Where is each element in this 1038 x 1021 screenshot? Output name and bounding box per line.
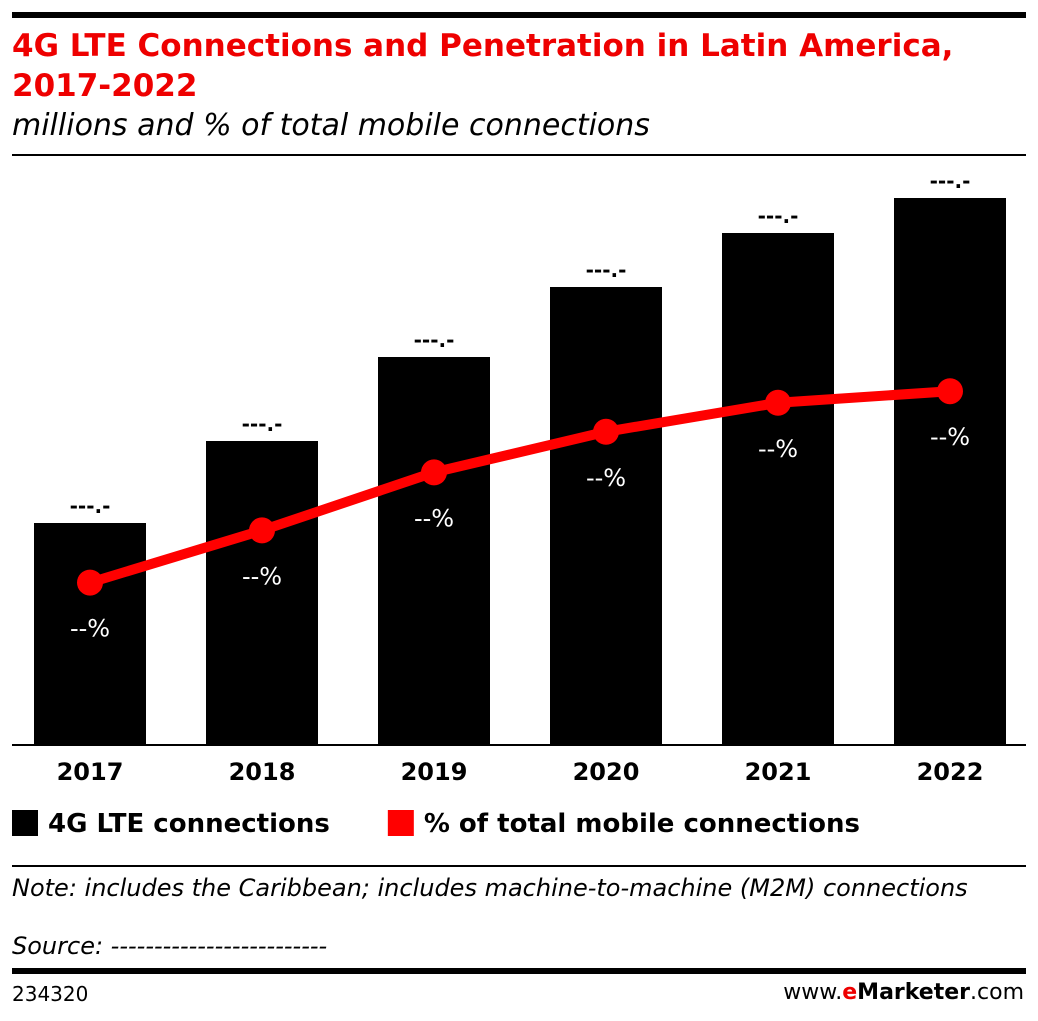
line [88,386,951,588]
chart-subtitle: millions and % of total mobile connectio… [12,108,650,143]
point [421,459,447,486]
x-tick-label: 2018 [229,758,296,786]
data-label: ---.- [70,494,111,518]
chart: 2017 2018 2019 2020 2021 2022 ---.- ---.- ---.- -… [12,169,1026,839]
bottom-rule [12,968,1026,974]
brand-part: .com [970,980,1024,1005]
data-label: --% [758,435,798,463]
bar [378,357,490,745]
chart-id: 234320 [12,982,89,1006]
x-tick-label: 2019 [401,758,468,786]
legend-label: % of total mobile connections [424,809,860,839]
point [765,389,791,416]
bar [206,441,318,745]
x-tick-label: 2021 [745,758,812,786]
source: Source: ------------------------- [12,932,328,960]
x-tick-label: 2017 [57,758,124,786]
data-label: ---.- [414,328,455,352]
bar [894,198,1006,745]
rule [12,154,1026,156]
bar [550,287,662,745]
data-label: --% [586,464,626,492]
point [937,378,963,405]
legend-label: 4G LTE connections [48,809,330,839]
brand-part: www. [783,980,843,1005]
brand-part: e [842,980,858,1005]
rule [12,865,1026,867]
chart-title: 4G LTE Connections and Penetration in La… [12,28,954,104]
data-label: --% [70,615,110,643]
data-label: --% [414,504,454,532]
legend-swatch [12,810,38,836]
x-tick-label: 2020 [573,758,640,786]
top-rule [12,12,1026,18]
data-label: ---.- [758,204,799,228]
brand: www.eMarketer.com [783,980,1024,1005]
brand-part: Marketer [857,980,971,1005]
note: Note: includes the Caribbean; includes m… [12,874,968,902]
bar [34,523,146,745]
point [593,418,619,445]
x-tick-label: 2022 [917,758,984,786]
data-label: ---.- [930,169,971,193]
point [249,517,275,544]
bar [722,233,834,745]
point [77,569,103,596]
data-label: ---.- [586,258,627,282]
legend-swatch [387,810,414,836]
data-label: --% [930,423,970,451]
data-label: ---.- [242,412,283,436]
data-label: --% [242,562,282,590]
